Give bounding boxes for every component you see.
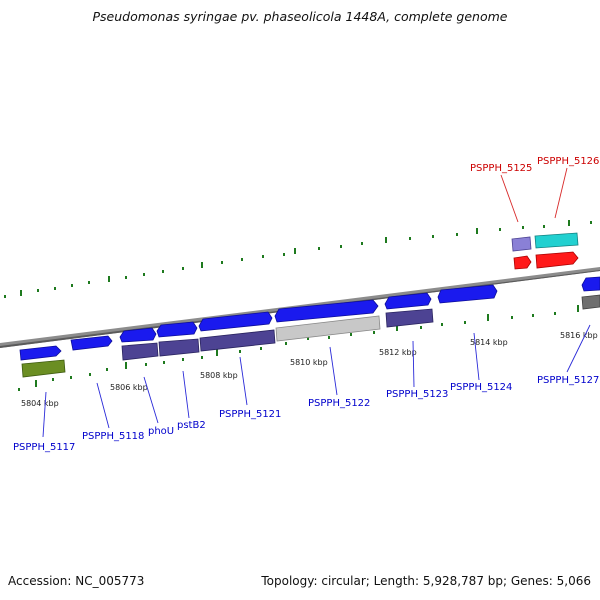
tick-label-5808: 5808 kbp: [200, 371, 238, 380]
gene-arrow-PSPPH_5125-red[interactable]: [513, 255, 532, 270]
leader-lines: [42, 167, 591, 438]
gene-labels: PSPPH_5117 PSPPH_5118 phoU pstB2 PSPPH_5…: [13, 156, 599, 453]
gene-label-PSPPH_5118[interactable]: PSPPH_5118: [82, 431, 144, 442]
gene-box-PSPPH_5122[interactable]: [275, 315, 381, 342]
gene-box-PSPPH_5123[interactable]: [385, 308, 434, 328]
reverse-genes: [21, 294, 600, 378]
tick-label-5810: 5810 kbp: [290, 358, 328, 367]
gene-arrow-PSPPH_5121[interactable]: [198, 311, 273, 332]
gene-arrow-phoU[interactable]: [119, 327, 157, 343]
gene-box-PSPPH_5126-cyan[interactable]: [534, 232, 579, 249]
gene-label-PSPPH_5125[interactable]: PSPPH_5125: [470, 163, 532, 174]
gene-label-PSPPH_5126[interactable]: PSPPH_5126: [537, 156, 599, 167]
gene-label-PSPPH_5124[interactable]: PSPPH_5124: [450, 382, 512, 393]
gene-label-phoU[interactable]: phoU: [148, 426, 174, 437]
gene-box-PSPPH_5127[interactable]: [581, 294, 600, 310]
gene-label-PSPPH_5117[interactable]: PSPPH_5117: [13, 442, 75, 453]
gene-arrow-PSPPH_5126-red[interactable]: [535, 251, 579, 269]
gene-box-PSPPH_5125-lavender[interactable]: [511, 236, 532, 252]
gene-arrow-PSPPH_5123-fwd[interactable]: [384, 292, 432, 310]
gene-label-PSPPH_5122[interactable]: PSPPH_5122: [308, 398, 370, 409]
gene-arrow-PSPPH_5127-fwd[interactable]: [581, 276, 600, 292]
accession-text: Accession: NC_005773: [8, 574, 145, 588]
genome-title: Pseudomonas syringae pv. phaseolicola 14…: [92, 9, 508, 24]
gene-label-PSPPH_5127[interactable]: PSPPH_5127: [537, 375, 599, 386]
tick-label-5814: 5814 kbp: [470, 338, 508, 347]
tick-label-5806: 5806 kbp: [110, 383, 148, 392]
topology-text: Topology: circular; Length: 5,928,787 bp…: [261, 574, 591, 588]
gene-box-PSPPH_5121[interactable]: [199, 329, 276, 352]
gene-box-PSPPH_5117[interactable]: [21, 359, 66, 378]
upper-right-genes: [511, 232, 579, 270]
tick-label-5812: 5812 kbp: [379, 348, 417, 357]
forward-genes: [19, 276, 600, 361]
gene-arrow-PSPPH_5124[interactable]: [437, 284, 498, 304]
gene-label-PSPPH_5121[interactable]: PSPPH_5121: [219, 409, 281, 420]
gene-arrow-pstB2[interactable]: [156, 321, 198, 338]
gene-label-pstB2[interactable]: pstB2: [177, 420, 206, 431]
gene-box-phoU[interactable]: [121, 342, 159, 361]
upper-tick-track: [4, 220, 592, 298]
gene-arrow-PSPPH_5117-fwd[interactable]: [19, 345, 62, 361]
gene-arrow-PSPPH_5118[interactable]: [70, 335, 113, 351]
tick-labels: 5804 kbp 5806 kbp 5808 kbp 5810 kbp 5812…: [21, 331, 598, 408]
tick-label-5816: 5816 kbp: [560, 331, 598, 340]
gene-label-PSPPH_5123[interactable]: PSPPH_5123: [386, 389, 448, 400]
gene-arrow-PSPPH_5122[interactable]: [274, 299, 379, 323]
gene-box-pstB2[interactable]: [158, 338, 200, 357]
tick-label-5804: 5804 kbp: [21, 399, 59, 408]
